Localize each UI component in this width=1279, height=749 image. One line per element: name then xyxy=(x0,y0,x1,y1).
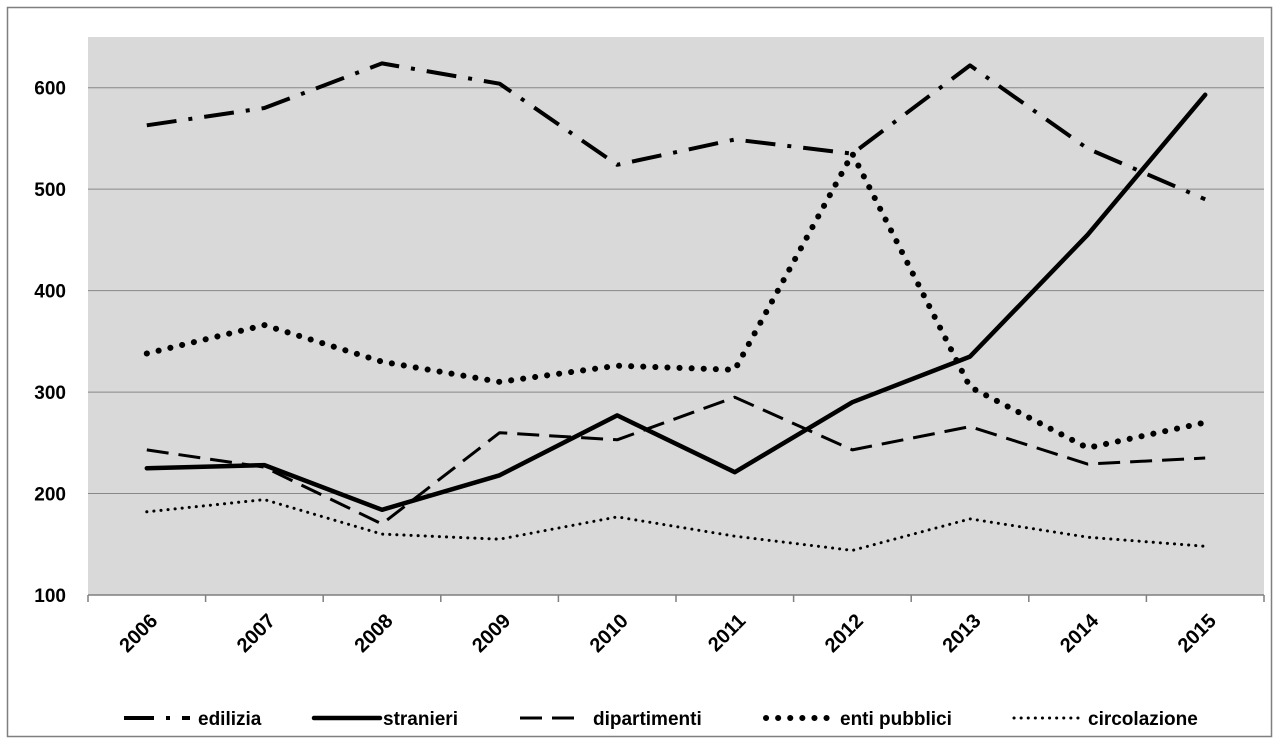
legend-label: stranieri xyxy=(383,709,458,730)
legend-label: circolazione xyxy=(1088,709,1198,730)
y-tick-label: 400 xyxy=(34,282,66,303)
plot-area xyxy=(88,37,1264,595)
y-tick-label: 600 xyxy=(34,79,66,100)
legend-label: enti pubblici xyxy=(840,709,952,730)
y-tick-label: 300 xyxy=(34,383,66,404)
y-tick-label: 500 xyxy=(34,180,66,201)
legend-label: edilizia xyxy=(198,709,262,730)
y-tick-label: 100 xyxy=(34,586,66,607)
legend-label: dipartimenti xyxy=(593,709,702,730)
y-tick-label: 200 xyxy=(34,485,66,506)
